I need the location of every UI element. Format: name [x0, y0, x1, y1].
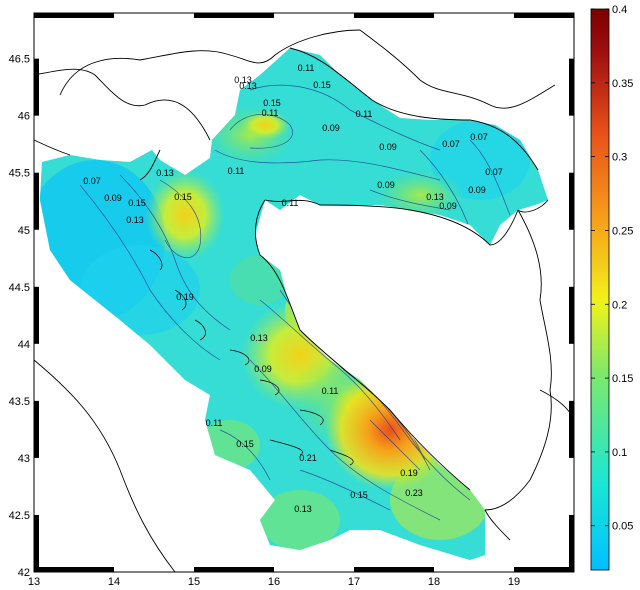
contour-label: 0.11: [206, 418, 223, 428]
colorbar-tick-label: 0.15: [612, 373, 633, 385]
frame-bar-left: [34, 172, 39, 230]
y-tick-label: 43.5: [9, 396, 30, 408]
frame-bar-left: [34, 58, 39, 116]
contour-label: 0.19: [176, 292, 194, 302]
colorbar-tick-label: 0.1: [612, 447, 627, 459]
y-tick-label: 42: [18, 567, 30, 579]
contour-label: 0.23: [405, 488, 423, 498]
frame-bar-right: [569, 514, 574, 572]
contour-label: 0.07: [83, 176, 101, 186]
contour-label: 0.09: [254, 364, 272, 374]
y-tick-label: 45.5: [9, 168, 30, 180]
contour-label: 0.15: [236, 439, 254, 449]
frame-bar-left: [34, 286, 39, 344]
borders: [33, 29, 575, 573]
frame-bar-right: [569, 400, 574, 458]
colorbar-tick-label: 0.3: [612, 152, 627, 164]
frame-bars: [34, 13, 574, 572]
contour-label: 0.15: [128, 198, 146, 208]
x-tick-label: 15: [188, 576, 200, 588]
contour-label: 0.15: [263, 98, 281, 108]
contour-label-layer: 0.110.150.130.150.110.090.110.09 0.070.07…: [83, 63, 503, 514]
frame-bar-right: [569, 58, 574, 116]
contour-label: 0.15: [174, 192, 192, 202]
colorbar-tick-label: 0.25: [612, 225, 633, 237]
y-tick-label: 46.5: [9, 54, 30, 66]
contour-label: 0.19: [400, 468, 418, 478]
y-tick-label: 44.5: [9, 282, 30, 294]
contour-label: 0.13: [294, 504, 312, 514]
frame-bar-right: [569, 172, 574, 230]
colorbar-tick-label: 0.35: [612, 78, 633, 90]
contour-label: 0.13: [126, 215, 144, 225]
frame-bar-right: [569, 286, 574, 344]
y-tick-label: 44: [18, 339, 30, 351]
contour-label: 0.09: [439, 201, 457, 211]
frame-bar-bottom: [514, 567, 574, 572]
contour-label: 0.09: [104, 193, 122, 203]
colorbar-ramp: [590, 8, 610, 571]
contour-label: 0.09: [468, 185, 486, 195]
y-tick-label: 43: [18, 453, 30, 465]
contour-label: 0.09: [377, 180, 395, 190]
contour-label: 0.11: [228, 166, 245, 176]
contour-label: 0.07: [470, 132, 488, 142]
contour-label: 0.11: [262, 108, 279, 118]
contour-label: 0.11: [356, 109, 373, 119]
frame-bar-top: [354, 13, 434, 18]
contour-label: 0.13: [250, 333, 268, 343]
contour-label: 0.11: [282, 198, 299, 208]
x-tick-label: 14: [108, 576, 120, 588]
contour-label: 0.11: [298, 63, 315, 73]
contour-label: 0.13: [239, 81, 257, 91]
islands: [149, 249, 354, 466]
x-tick-label: 16: [268, 576, 280, 588]
contour-label: 0.13: [156, 168, 174, 178]
colorbar-tick-label: 0.2: [612, 299, 627, 311]
colorbar-tick-label: 0.05: [612, 521, 633, 533]
frame-bar-top: [194, 13, 274, 18]
colorbar-ticks: 0.4 0.35 0.3 0.25 0.2 0.15 0.1 0.05: [591, 4, 633, 533]
frame-bar-bottom: [34, 567, 114, 572]
contour-label: 0.13: [426, 192, 444, 202]
frame-bar-left: [34, 514, 39, 572]
contour-label: 0.07: [442, 139, 460, 149]
contour-label: 0.11: [322, 386, 339, 396]
contour-label: 0.09: [379, 142, 397, 152]
y-tick-label: 45: [18, 225, 30, 237]
contour-label: 0.15: [350, 490, 368, 500]
frame-bar-bottom: [194, 567, 274, 572]
contour-label: 0.21: [299, 453, 317, 463]
colorbar-tick-label: 0.4: [612, 4, 627, 16]
y-tick-label: 42.5: [9, 510, 30, 522]
frame-bar-left: [34, 400, 39, 458]
y-axis-tick-labels: 46.5 46 45.5 45 44.5 44 43.5 43 42.5 42: [9, 54, 30, 579]
x-tick-label: 19: [508, 576, 520, 588]
contour-label: 0.13: [234, 75, 252, 85]
x-tick-label: 18: [428, 576, 440, 588]
frame-bar-bottom: [354, 567, 434, 572]
x-tick-label: 13: [28, 576, 40, 588]
colorbar: 0.4 0.35 0.3 0.25 0.2 0.15 0.1 0.05: [590, 4, 633, 571]
frame-bar-top: [514, 13, 574, 18]
contour-label: 0.07: [485, 167, 503, 177]
contour-label: 0.09: [322, 123, 340, 133]
contour-label: 0.15: [313, 80, 331, 90]
x-axis-tick-labels: 13 14 15 16 17 18 19: [28, 576, 520, 588]
y-tick-label: 46: [18, 111, 30, 123]
frame-bar-top: [34, 13, 114, 18]
x-tick-label: 17: [348, 576, 360, 588]
